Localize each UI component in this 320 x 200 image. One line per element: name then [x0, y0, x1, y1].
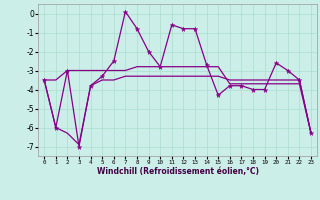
- X-axis label: Windchill (Refroidissement éolien,°C): Windchill (Refroidissement éolien,°C): [97, 167, 259, 176]
